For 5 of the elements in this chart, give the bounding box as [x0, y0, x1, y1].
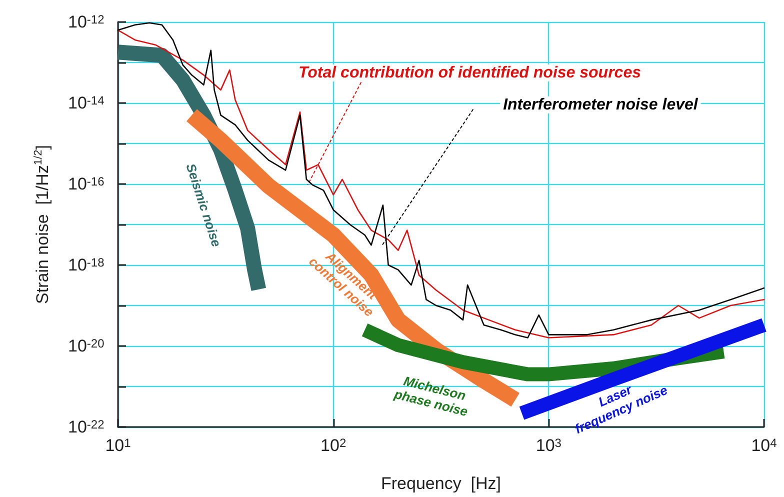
- text: Interferometer noise level: [503, 96, 698, 114]
- x-axis-title: Frequency [Hz]: [381, 474, 501, 493]
- text: Seismic noise: [183, 162, 224, 249]
- series-label: Total contribution of identified noise sources: [298, 64, 642, 82]
- y-axis-title: Strain noise [1/Hz1/2]: [32, 145, 52, 304]
